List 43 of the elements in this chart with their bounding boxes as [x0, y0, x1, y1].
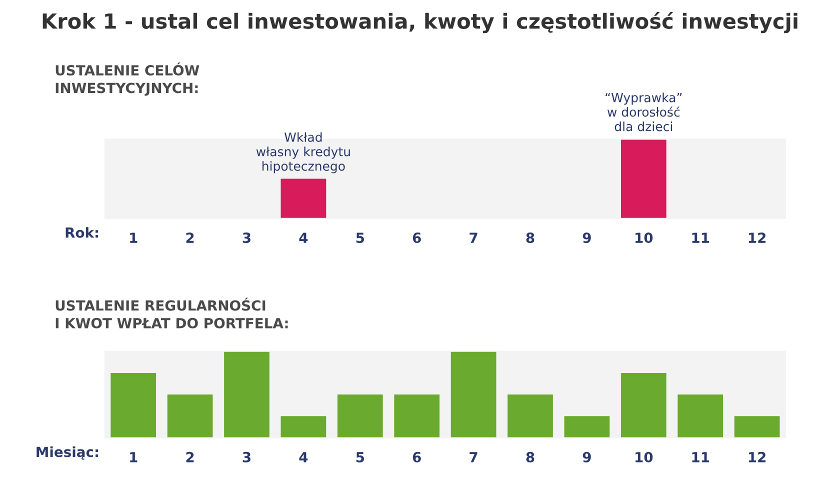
bar	[508, 394, 553, 438]
x-tick-label: 2	[186, 452, 194, 462]
x-tick-label: 9	[582, 452, 591, 462]
bar	[620, 372, 666, 438]
bar	[280, 416, 326, 438]
x-tick-label: 10	[636, 232, 653, 244]
chart-subtitle: USTALENIE REGULARNOŚCI I KWOT WPŁAT DO PORTFELA:	[56, 298, 288, 328]
x-tick-label: 8	[526, 232, 534, 244]
x-tick-label: 5	[356, 452, 364, 462]
x-tick-label: 6	[412, 232, 421, 244]
x-tick-label: 7	[470, 232, 478, 243]
x-tick-label: 4	[299, 452, 308, 462]
bar	[224, 351, 270, 438]
x-tick-label: 9	[582, 232, 591, 244]
bar	[678, 394, 724, 438]
x-tick-label: 2	[186, 232, 194, 243]
x-tick-label: 6	[412, 452, 421, 462]
x-tick-label: 1	[130, 452, 138, 462]
x-tick-label: 12	[748, 452, 766, 462]
bar	[110, 372, 156, 438]
x-tick-label: 3	[242, 452, 250, 462]
bar	[394, 394, 440, 438]
x-tick-label: 11	[692, 452, 710, 462]
bar	[734, 416, 780, 438]
bar	[564, 416, 610, 438]
x-tick-label: 12	[748, 232, 766, 243]
x-tick-label: 1	[130, 232, 138, 243]
chart-title: Krok 1 - ustal cel inwestowania, kwoty i częstotliwość inwestycji	[42, 12, 798, 34]
x-tick-label: 3	[242, 232, 250, 244]
x-axis-title: Miesiąc:	[36, 446, 98, 460]
chart-subtitle: USTALENIE CELÓW INWESTYCYJNYCH:	[56, 62, 200, 96]
bar	[450, 351, 496, 438]
x-axis-title: Rok:	[66, 227, 98, 238]
x-tick-label: 10	[636, 452, 653, 462]
bar	[167, 394, 213, 438]
x-tick-label: 8	[526, 452, 534, 462]
x-tick-label: 7	[470, 452, 478, 462]
annotation: “Wyprawka” w dorosłość dla dzieci	[606, 92, 682, 132]
bar	[337, 394, 383, 438]
x-tick-label: 5	[356, 232, 364, 244]
annotation: Wkład własny kredytu hipotecznego	[256, 132, 350, 174]
x-tick-label: 4	[299, 232, 308, 243]
x-tick-label: 11	[692, 232, 710, 243]
